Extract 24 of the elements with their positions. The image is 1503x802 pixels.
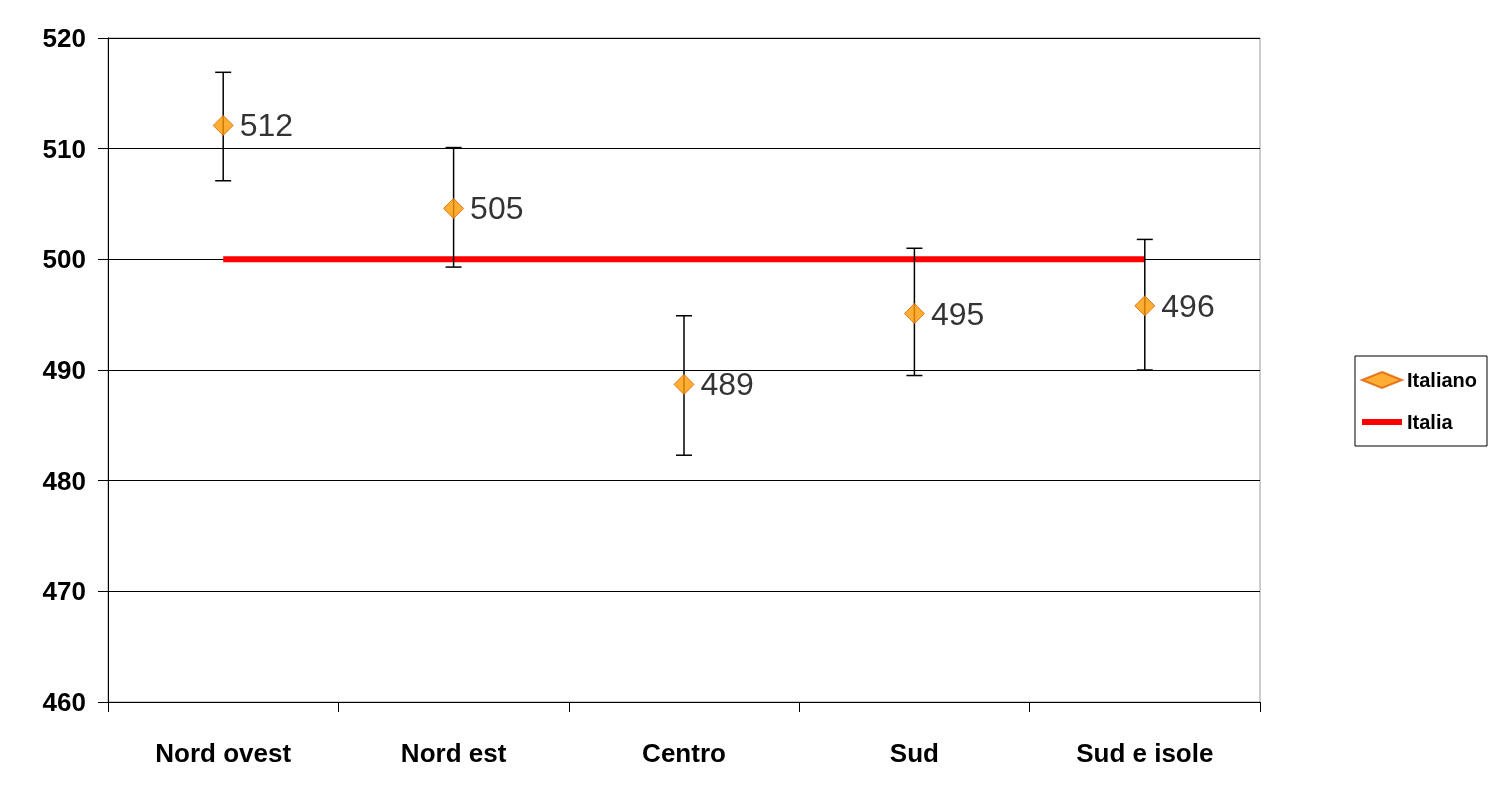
data-label: 489 (700, 366, 754, 403)
y-tick-label: 500 (42, 244, 86, 275)
data-label: 505 (470, 190, 524, 227)
y-tick-label: 460 (42, 687, 86, 717)
legend-label: Italia (1406, 411, 1454, 433)
point (1134, 295, 1156, 317)
data-label: 495 (930, 295, 985, 332)
y-tick-label: 520 (42, 23, 86, 53)
x-tick-label: Centro (642, 738, 726, 768)
data-label: 496 (1161, 287, 1215, 324)
y-tick-label: 490 (42, 355, 86, 385)
point (903, 303, 925, 325)
x-tick-label: Nord est (400, 738, 507, 768)
point (443, 197, 465, 219)
x-tick-label: Sud (889, 738, 939, 768)
x-tick-label: Sud e isole (1076, 738, 1214, 768)
y-tick-label: 510 (42, 133, 86, 164)
data-label: 512 (239, 107, 294, 144)
y-tick-label: 480 (42, 465, 86, 496)
legend-label: Italiano (1406, 369, 1478, 391)
y-tick-label: 470 (42, 576, 86, 607)
point (673, 373, 695, 395)
point (212, 114, 234, 136)
x-tick-label: Nord ovest (155, 738, 292, 768)
